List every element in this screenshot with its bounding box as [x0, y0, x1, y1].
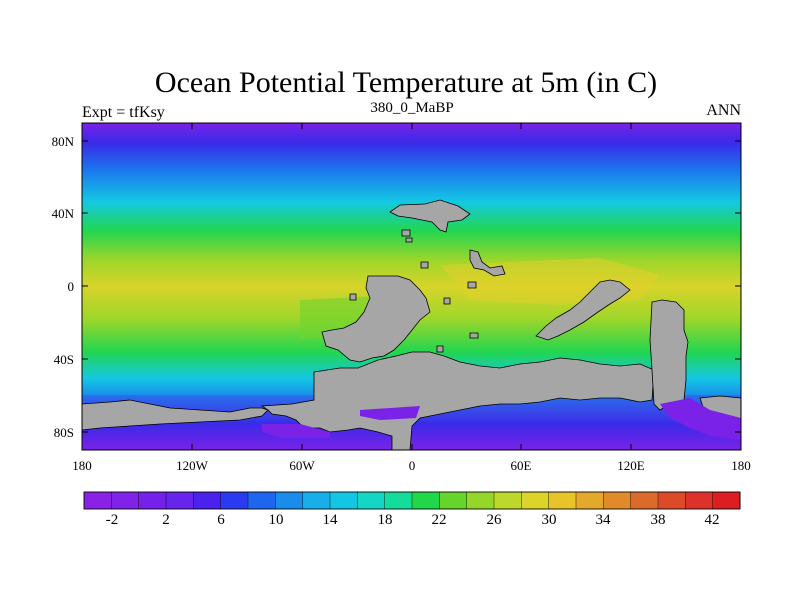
island-4 — [420, 261, 429, 269]
colorbar-swatch — [548, 491, 577, 510]
latitude-axis: 80N 40N 0 40S 80S — [52, 134, 741, 440]
cold-shelf-west — [262, 424, 330, 438]
cold-shelf-east — [660, 398, 741, 440]
colorbar-swatch — [685, 491, 714, 510]
colorbar-swatches — [83, 491, 741, 510]
land-masses — [81, 199, 742, 451]
island-8 — [436, 345, 444, 353]
eastern-peninsula — [535, 279, 631, 341]
colorbar-swatch — [275, 491, 304, 510]
colorbar-label-2: 2 — [162, 512, 170, 528]
colorbar-swatch — [603, 491, 632, 510]
colorbar-swatch — [220, 491, 249, 510]
colorbar-label-6: 6 — [217, 512, 225, 528]
colorbar-label-22: 22 — [432, 512, 447, 528]
colorbar-label-30: 30 — [542, 512, 557, 528]
lon-label-60w: 60W — [289, 458, 315, 473]
period-label: ANN — [706, 102, 741, 119]
colorbar-swatch — [165, 491, 194, 510]
colorbar-label-34: 34 — [596, 512, 612, 528]
colorbar-label-38: 38 — [651, 512, 666, 528]
lon-label-120w: 120W — [176, 458, 209, 473]
age-label: 380_0_MaBP — [370, 100, 453, 116]
colorbar-swatch — [329, 491, 358, 510]
island-5 — [349, 293, 357, 301]
colorbar-label-18: 18 — [378, 512, 393, 528]
lon-label-120e: 120E — [617, 458, 645, 473]
island-2 — [405, 237, 413, 243]
longitude-axis: 180 120W 60W 0 60E 120E 180 — [72, 123, 751, 473]
colorbar-swatch — [111, 491, 140, 510]
island-1 — [401, 229, 411, 237]
colorbar-swatch — [247, 491, 276, 510]
colorbar-labels: -2 2 6 10 14 18 22 26 30 34 38 42 — [106, 512, 720, 528]
colorbar-label-42: 42 — [705, 512, 720, 528]
western-antarctic — [81, 399, 269, 431]
colorbar-swatch — [83, 491, 112, 510]
colorbar-swatch — [712, 491, 741, 510]
lon-label-0: 0 — [409, 458, 416, 473]
northern-continent — [389, 199, 471, 233]
colorbar-swatch — [657, 491, 686, 510]
gondwana-west — [321, 275, 431, 363]
lat-label-0: 0 — [68, 279, 75, 294]
island-6 — [443, 297, 451, 305]
lat-label-40n: 40N — [52, 206, 75, 221]
colorbar-label-m2: -2 — [106, 512, 119, 528]
colorbar-swatch — [439, 491, 468, 510]
colorbar-border — [83, 491, 741, 510]
colorbar: -2 2 6 10 14 18 22 26 30 34 38 42 — [83, 491, 741, 528]
eastern-block — [649, 299, 689, 411]
map-panel — [81, 122, 742, 451]
colorbar-swatch — [575, 491, 604, 510]
colorbar-label-26: 26 — [487, 512, 503, 528]
island-3 — [469, 249, 506, 277]
lat-label-80n: 80N — [52, 134, 75, 149]
cold-shelves — [262, 398, 741, 440]
experiment-label: Expt = tfKsy — [82, 104, 165, 121]
colorbar-swatch — [193, 491, 222, 510]
lon-label-180e: 180 — [731, 458, 751, 473]
colorbar-swatch — [357, 491, 386, 510]
colorbar-swatch — [466, 491, 495, 510]
island-9 — [469, 332, 479, 339]
colorbar-swatch — [521, 491, 550, 510]
colorbar-swatch — [384, 491, 413, 510]
colorbar-swatch — [411, 491, 440, 510]
cold-shelf-center — [360, 406, 420, 420]
lat-label-80s: 80S — [54, 425, 74, 440]
colorbar-label-14: 14 — [323, 512, 339, 528]
map-title: Ocean Potential Temperature at 5m (in C) — [155, 66, 657, 99]
lon-label-60e: 60E — [511, 458, 532, 473]
colorbar-swatch — [493, 491, 522, 510]
colorbar-label-10: 10 — [269, 512, 284, 528]
lon-label-180w: 180 — [72, 458, 92, 473]
island-7 — [467, 281, 477, 289]
colorbar-swatch — [138, 491, 167, 510]
lat-label-40s: 40S — [54, 352, 74, 367]
colorbar-swatch — [302, 491, 331, 510]
colorbar-swatch — [630, 491, 659, 510]
